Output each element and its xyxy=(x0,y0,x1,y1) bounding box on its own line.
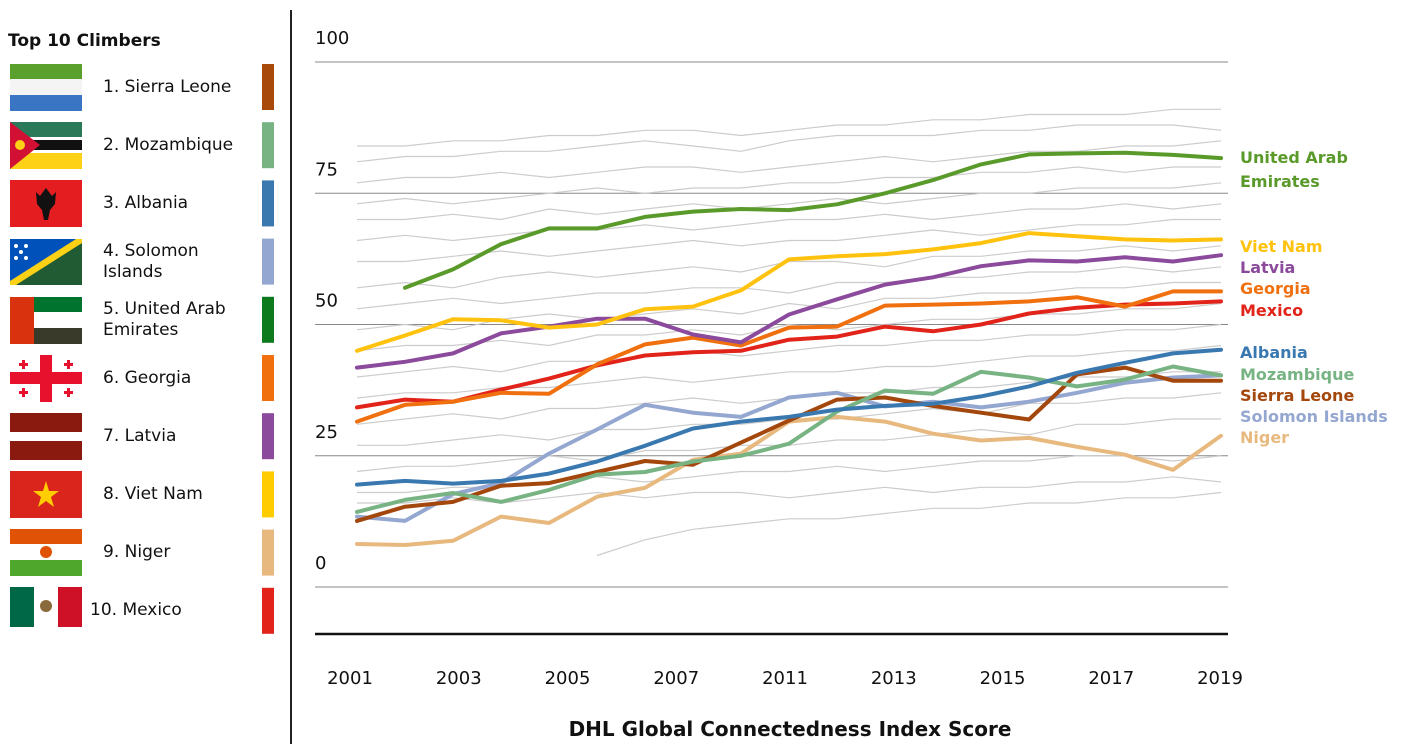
y-tick-label: 25 xyxy=(315,422,338,443)
series-line xyxy=(355,364,1223,514)
background-line xyxy=(356,124,1222,163)
x-tick-label: 2001 xyxy=(327,668,373,689)
end-label: Mozambique xyxy=(1240,365,1355,384)
legend-swatch xyxy=(262,180,274,227)
series-line xyxy=(355,347,1223,487)
flag-mozambique xyxy=(10,122,82,169)
end-label: Latvia xyxy=(1240,258,1296,277)
x-tick-label: 2007 xyxy=(653,668,699,689)
legend-swatch xyxy=(262,64,274,110)
flag-latvia xyxy=(10,413,82,460)
flag-viet-nam xyxy=(10,471,82,518)
end-label: Mexico xyxy=(1240,301,1304,320)
background-line xyxy=(357,182,1222,221)
background-line xyxy=(357,218,1221,263)
legend-swatch xyxy=(262,587,274,634)
flag-uae xyxy=(10,297,82,344)
legend-label: 3. Albania xyxy=(103,192,189,213)
legend-label: 5. United Arab Emirates xyxy=(103,298,226,340)
x-tick-label: 2005 xyxy=(545,668,591,689)
legend-swatch xyxy=(262,355,274,401)
end-label: United Arab Emirates xyxy=(1240,148,1348,191)
legend-label: 2. Mozambique xyxy=(103,134,234,155)
x-tick-label: 2019 xyxy=(1197,668,1243,689)
series-line xyxy=(403,150,1223,290)
y-tick-label: 0 xyxy=(315,553,326,574)
flag-solomon-islands xyxy=(10,239,82,285)
legend-label: 1. Sierra Leone xyxy=(103,76,232,97)
flag-sierra-leone xyxy=(10,64,82,111)
y-tick-label: 75 xyxy=(315,159,338,180)
legend-swatch xyxy=(262,529,274,576)
series-line xyxy=(355,373,1223,523)
background-line xyxy=(356,203,1222,242)
end-label: Georgia xyxy=(1240,279,1311,298)
series-line xyxy=(355,253,1223,370)
background-line xyxy=(356,266,1222,310)
series-line xyxy=(355,299,1223,410)
legend-label: 7. Latvia xyxy=(103,425,177,446)
legend-swatch xyxy=(262,471,274,518)
background-line xyxy=(356,323,1222,378)
x-tick-label: 2013 xyxy=(871,668,917,689)
legend-label: 10. Mexico xyxy=(90,600,182,621)
legend-label: 4. Solomon Islands xyxy=(103,240,199,282)
series-line xyxy=(355,231,1223,353)
end-label: Albania xyxy=(1240,343,1308,362)
background-line xyxy=(356,344,1222,399)
legend-swatch xyxy=(262,296,274,343)
end-label: Solomon Islands xyxy=(1240,407,1388,426)
legend-swatch xyxy=(262,413,274,460)
x-axis-title: DHL Global Connectedness Index Score xyxy=(569,717,1012,741)
x-tick-label: 2011 xyxy=(762,668,808,689)
y-tick-label: 100 xyxy=(315,28,349,49)
x-tick-label: 2015 xyxy=(980,668,1026,689)
series-line xyxy=(355,289,1223,424)
y-tick-label: 50 xyxy=(315,291,338,312)
background-line xyxy=(356,140,1222,184)
end-label: Niger xyxy=(1240,428,1290,447)
legend-label: 6. Georgia xyxy=(103,367,192,388)
end-label: Sierra Leone xyxy=(1240,386,1355,405)
flag-niger xyxy=(10,529,82,576)
flag-georgia xyxy=(10,355,82,402)
end-label: Viet Nam xyxy=(1240,237,1323,256)
x-tick-label: 2017 xyxy=(1088,668,1134,689)
legend-swatch xyxy=(262,122,274,169)
background-line xyxy=(596,491,1222,557)
legend-title: Top 10 Climbers xyxy=(8,31,161,51)
legend-label: 8. Viet Nam xyxy=(103,483,203,504)
x-tick-label: 2003 xyxy=(436,668,482,689)
background-line xyxy=(356,302,1222,352)
legend-label: 9. Niger xyxy=(103,542,171,563)
background-line xyxy=(356,166,1221,205)
legend-swatch xyxy=(262,238,274,285)
flag-mexico xyxy=(10,587,82,627)
flag-albania xyxy=(10,180,82,227)
background-line xyxy=(357,108,1221,147)
